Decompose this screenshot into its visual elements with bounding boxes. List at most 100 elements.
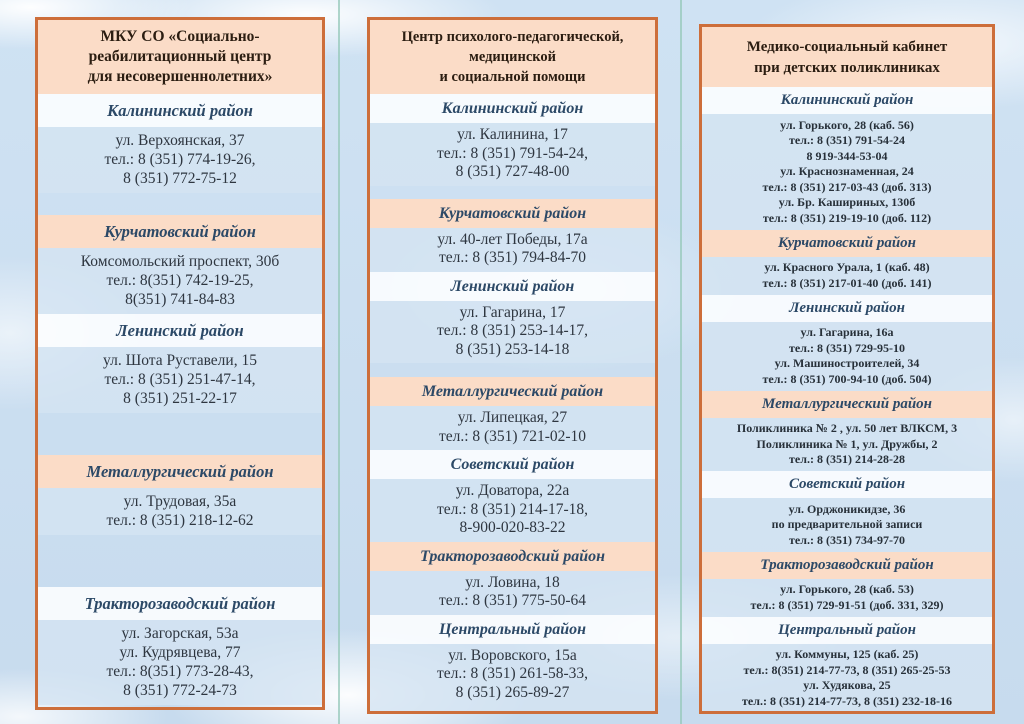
address-line: Поликлиника № 1, ул. Дружбы, 2 [756,436,938,451]
address-line: тел.: 8 (351) 729-95-10 [789,340,905,355]
spacer [370,186,655,199]
address-line: ул. Бр. Кашириных, 130б [778,195,916,209]
district-heading: Калининский район [370,94,655,123]
district-heading: Тракторозаводский район [370,541,655,571]
address-line: тел.: 8 (351) 219-19-10 (доб. 112) [762,210,932,225]
address-block: ул. 40-лет Победы, 17а тел.: 8 (351) 794-… [370,227,655,272]
address-line: ул. Верхоянская, 37 [115,132,245,149]
district-heading: Калининский район [702,87,992,114]
spacer [38,193,322,215]
panel-psych-ped-center: Центр психолого-педагогической, медицинс… [367,17,658,714]
address-line: тел.: 8 (351) 794-84-70 [438,249,587,266]
district-heading: Ленинский район [702,294,992,322]
address-line: тел.: 8 (351) 214-28-28 [789,452,905,466]
panel-title: Медико-социальный кабинет при детских по… [702,27,992,87]
address-block: ул. Красного Урала, 1 (каб. 48) тел.: 8 (… [702,256,992,295]
address-line: ул. Худякова, 25 [803,678,891,692]
district-heading: Ленинский район [38,314,322,347]
address-line: тел.: 8 (351) 217-01-40 (доб. 141) [762,275,932,290]
address-block: ул. Трудовая, 35а тел.: 8 (351) 218-12-62 [38,488,322,535]
address-line: ул. Ловина, 18 [465,573,560,591]
address-line: ул. Трудовая, 35а [123,493,237,510]
address-block: ул. Горького, 28 (каб. 56) тел.: 8 (351) … [702,114,992,230]
address-line: ул. Калинина, 17 [457,126,568,143]
panel-title: МКУ СО «Социально- реабилитационный цент… [38,20,322,94]
fold-line [338,0,340,724]
address-line: ул. Кудрявцева, 77 [119,644,241,661]
district-heading: Советский район [370,450,655,479]
address-line: ул. Шота Руставели, 15 [103,352,257,369]
address-line: тел.: 8 (351) 214-17-18, [437,500,588,518]
address-block: ул. Ловина, 18 тел.: 8 (351) 775-50-64 [370,570,655,615]
address-line: 8(351) 741-84-83 [125,291,235,308]
address-line: ул. Горького, 28 (каб. 53) [780,582,914,596]
spacer [38,413,322,455]
address-line: ул. Горького, 28 (каб. 56) [780,117,914,132]
address-line: ул. Орджоникидзе, 36 [788,501,906,516]
district-heading: Металлургический район [702,390,992,418]
address-line: тел.: 8 (351) 700-94-10 (доб. 504) [762,371,932,386]
address-line: Комсомольский проспект, 30б [80,253,280,270]
address-line: Поликлиника № 2 , ул. 50 лет ВЛКСМ, 3 [736,421,958,435]
address-line: ул. 40-лет Победы, 17а [437,230,588,248]
address-line: тел.: 8(351) 214-77-73, 8 (351) 265-25-5… [743,662,951,677]
district-heading: Ленинский район [370,271,655,301]
address-block: ул. Гагарина, 16а тел.: 8 (351) 729-95-10… [702,321,992,391]
address-line: по предварительной записи [771,517,923,531]
district-heading: Центральный район [702,616,992,644]
district-heading: Металлургический район [38,455,322,488]
address-block: ул. Коммуны, 125 (каб. 25) тел.: 8(351) 2… [702,643,992,711]
district-heading: Калининский район [38,94,322,127]
address-block: Поликлиника № 2 , ул. 50 лет ВЛКСМ, 3 Пол… [702,417,992,471]
district-heading: Тракторозаводский район [702,551,992,579]
address-line: тел.: 8 (351) 253-14-17, [437,322,588,339]
spacer [370,363,655,377]
address-line: тел.: 8 (351) 251-47-14, [104,371,256,388]
address-block: Комсомольский проспект, 30б тел.: 8(351) … [38,248,322,314]
fold-line [680,0,682,724]
address-line: 8 (351) 772-75-12 [123,170,237,187]
address-line: 8 (351) 727-48-00 [455,163,570,180]
address-line: 8 919-344-53-04 [806,148,888,163]
address-line: тел.: 8 (351) 218-12-62 [106,512,254,529]
district-heading: Металлургический район [370,377,655,406]
address-line: ул. Воровского, 15а [448,646,577,664]
address-line: тел.: 8 (351) 791-54-24 [789,133,905,147]
address-line: ул. Гагарина, 16а [800,325,894,339]
address-line: 8 (351) 251-22-17 [123,390,237,407]
address-line: тел.: 8 (351) 721-02-10 [438,427,587,445]
address-line: ул. Доватора, 22а [455,482,570,499]
address-line: тел.: 8 (351) 774-19-26, [104,151,256,168]
address-line: тел.: 8(351) 773-28-43, [106,663,254,680]
address-line: ул. Коммуны, 125 (каб. 25) [775,647,919,661]
panel-medico-social-office: Медико-социальный кабинет при детских по… [699,24,995,714]
address-line: 8 (351) 265-89-27 [455,683,570,701]
address-line: тел.: 8 (351) 217-03-43 (доб. 313) [762,179,932,194]
district-heading: Курчатовский район [370,198,655,228]
panel-rehab-center: МКУ СО «Социально- реабилитационный цент… [35,17,325,710]
district-heading: Курчатовский район [38,215,322,248]
address-line: ул. Машиностроителей, 34 [774,356,920,370]
address-block: ул. Доватора, 22а тел.: 8 (351) 214-17-18… [370,479,655,542]
address-line: ул. Краснознаменная, 24 [780,164,914,178]
address-line: ул. Красного Урала, 1 (каб. 48) [764,260,930,274]
address-line: 8 (351) 253-14-18 [455,340,570,358]
panel-sections: Калининский район ул. Калинина, 17 тел.: 8… [370,94,655,711]
district-heading: Центральный район [370,614,655,644]
address-line: тел.: 8(351) 742-19-25, [106,272,254,289]
address-line: тел.: 8 (351) 214-77-73, 8 (351) 232-18-… [742,693,952,708]
panel-sections: Калининский район ул. Верхоянская, 37 тел.… [38,94,322,707]
address-line: тел.: 8 (351) 775-50-64 [438,592,587,609]
address-line: ул. Липецкая, 27 [457,409,568,426]
address-block: ул. Шота Руставели, 15 тел.: 8 (351) 251-… [38,347,322,413]
address-block: ул. Орджоникидзе, 36 по предварительной з… [702,498,992,552]
panel-sections: Калининский район ул. Горького, 28 (каб. … [702,87,992,711]
address-block: ул. Загорская, 53а ул. Кудрявцева, 77 тел.… [38,620,322,705]
address-block: ул. Гагарина, 17 тел.: 8 (351) 253-14-17,… [370,300,655,363]
address-block: ул. Липецкая, 27 тел.: 8 (351) 721-02-10 [370,406,655,450]
address-line: тел.: 8 (351) 261-58-33, [437,665,588,682]
address-line: ул. Гагарина, 17 [459,303,566,321]
address-block: ул. Верхоянская, 37 тел.: 8 (351) 774-19-… [38,127,322,193]
address-block: ул. Воровского, 15а тел.: 8 (351) 261-58-… [370,643,655,711]
